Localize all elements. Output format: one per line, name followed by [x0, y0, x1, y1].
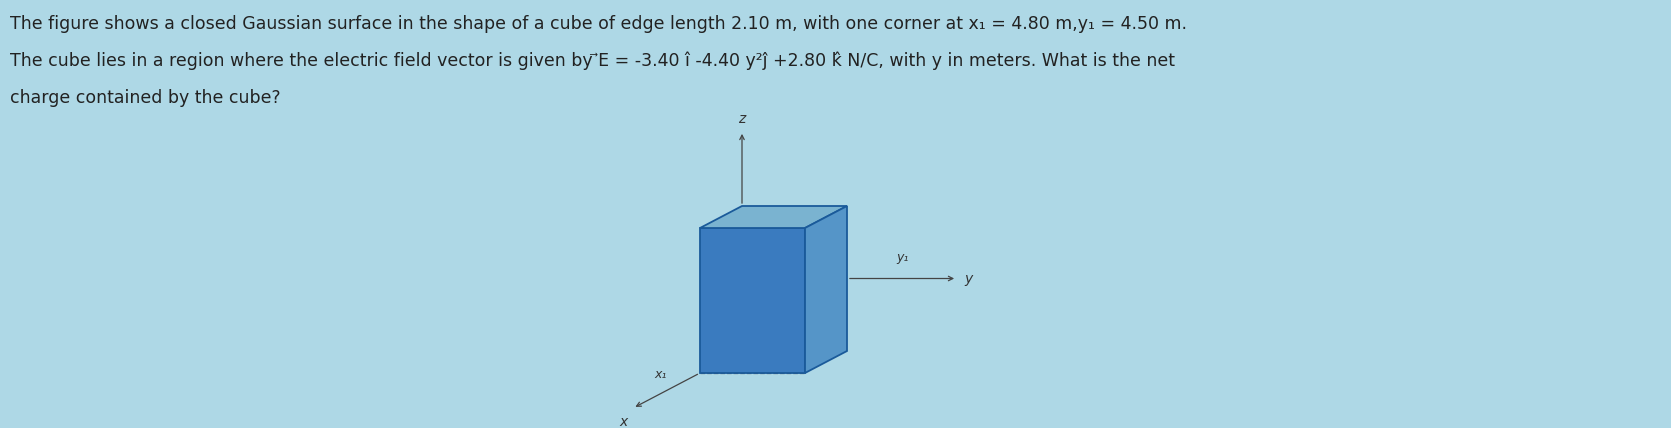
Text: y: y	[964, 271, 973, 285]
Text: x: x	[620, 415, 628, 428]
Text: y₁: y₁	[896, 252, 907, 265]
Text: The figure shows a closed Gaussian surface in the shape of a cube of edge length: The figure shows a closed Gaussian surfa…	[10, 15, 1186, 33]
Text: z: z	[739, 112, 745, 126]
Polygon shape	[700, 206, 847, 228]
Text: x₁: x₁	[655, 368, 667, 381]
Text: The cube lies in a region where the electric field vector is given by ⃗E = -3.40: The cube lies in a region where the elec…	[10, 52, 1175, 71]
Polygon shape	[805, 206, 847, 373]
Polygon shape	[700, 228, 805, 373]
Text: charge contained by the cube?: charge contained by the cube?	[10, 89, 281, 107]
